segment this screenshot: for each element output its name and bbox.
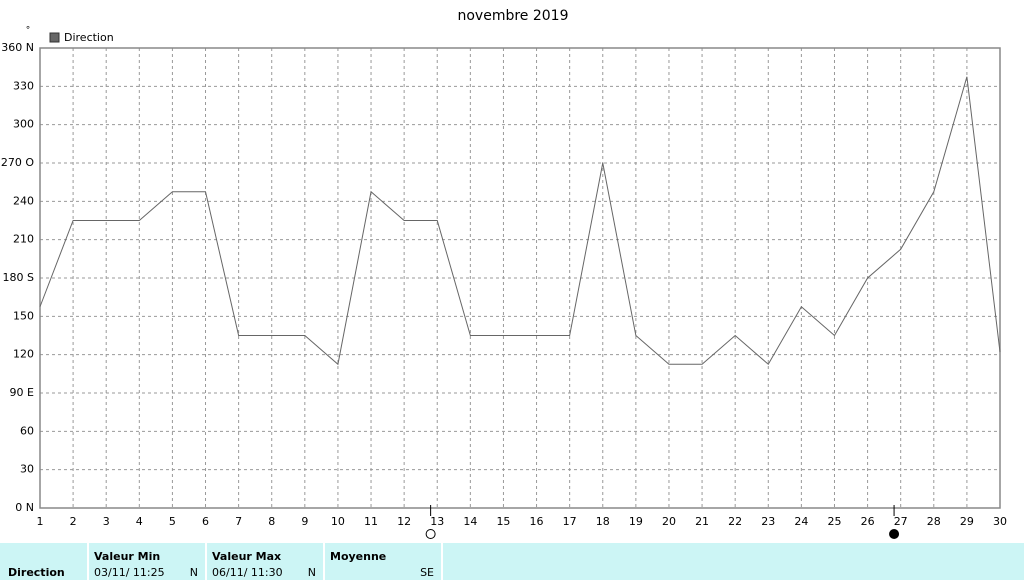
table-header: Valeur Max bbox=[212, 550, 281, 563]
table-value: 03/11/ 11:25 bbox=[94, 566, 165, 579]
x-tick-label: 4 bbox=[136, 515, 143, 528]
x-tick-label: 23 bbox=[761, 515, 775, 528]
y-tick-label: 0 N bbox=[15, 501, 34, 514]
x-tick-label: 13 bbox=[430, 515, 444, 528]
y-tick-label: 360 N bbox=[1, 41, 34, 54]
y-tick-label: 120 bbox=[13, 348, 34, 361]
table-header: Valeur Min bbox=[94, 550, 160, 563]
y-tick-label: 150 bbox=[13, 309, 34, 322]
y-unit: ° bbox=[26, 26, 31, 36]
x-tick-label: 7 bbox=[235, 515, 242, 528]
x-tick-label: 6 bbox=[202, 515, 209, 528]
x-tick-label: 12 bbox=[397, 515, 411, 528]
x-tick-label: 16 bbox=[530, 515, 544, 528]
x-tick-label: 3 bbox=[103, 515, 110, 528]
x-tick-label: 25 bbox=[827, 515, 841, 528]
stats-table-bg bbox=[0, 543, 1024, 580]
x-tick-label: 9 bbox=[301, 515, 308, 528]
table-direction: N bbox=[308, 566, 316, 579]
table-value: 06/11/ 11:30 bbox=[212, 566, 283, 579]
table-direction: N bbox=[190, 566, 198, 579]
table-header: Moyenne bbox=[330, 550, 386, 563]
y-tick-label: 210 bbox=[13, 233, 34, 246]
y-tick-label: 180 S bbox=[3, 271, 34, 284]
x-tick-label: 29 bbox=[960, 515, 974, 528]
table-direction: SE bbox=[420, 566, 434, 579]
y-tick-label: 270 O bbox=[1, 156, 34, 169]
y-tick-label: 330 bbox=[13, 79, 34, 92]
table-row-label: Direction bbox=[8, 566, 65, 579]
moon-phase bbox=[425, 529, 436, 539]
x-tick-label: 22 bbox=[728, 515, 742, 528]
x-tick-label: 10 bbox=[331, 515, 345, 528]
moon-phase bbox=[889, 529, 900, 539]
data-line bbox=[39, 76, 1001, 366]
x-tick-label: 28 bbox=[927, 515, 941, 528]
chart-title: novembre 2019 bbox=[457, 8, 568, 24]
x-tick-label: 30 bbox=[993, 515, 1007, 528]
y-tick-label: 300 bbox=[13, 118, 34, 131]
x-tick-label: 15 bbox=[496, 515, 510, 528]
plot-frame bbox=[39, 47, 1001, 509]
x-tick-label: 5 bbox=[169, 515, 176, 528]
x-tick-label: 27 bbox=[894, 515, 908, 528]
legend-label: Direction bbox=[64, 31, 114, 44]
x-tick-label: 24 bbox=[794, 515, 808, 528]
x-tick-label: 26 bbox=[861, 515, 875, 528]
x-tick-label: 18 bbox=[596, 515, 610, 528]
x-tick-label: 8 bbox=[268, 515, 275, 528]
y-tick-label: 30 bbox=[20, 463, 34, 476]
y-tick-label: 60 bbox=[20, 424, 34, 437]
x-tick-label: 1 bbox=[37, 515, 44, 528]
legend-swatch bbox=[49, 32, 60, 43]
x-tick-label: 19 bbox=[629, 515, 643, 528]
y-tick-label: 240 bbox=[13, 194, 34, 207]
x-tick-label: 20 bbox=[662, 515, 676, 528]
x-tick-label: 11 bbox=[364, 515, 378, 528]
y-tick-label: 90 E bbox=[10, 386, 34, 399]
x-tick-label: 17 bbox=[563, 515, 577, 528]
x-tick-label: 2 bbox=[70, 515, 77, 528]
x-tick-label: 21 bbox=[695, 515, 709, 528]
x-tick-label: 14 bbox=[463, 515, 477, 528]
